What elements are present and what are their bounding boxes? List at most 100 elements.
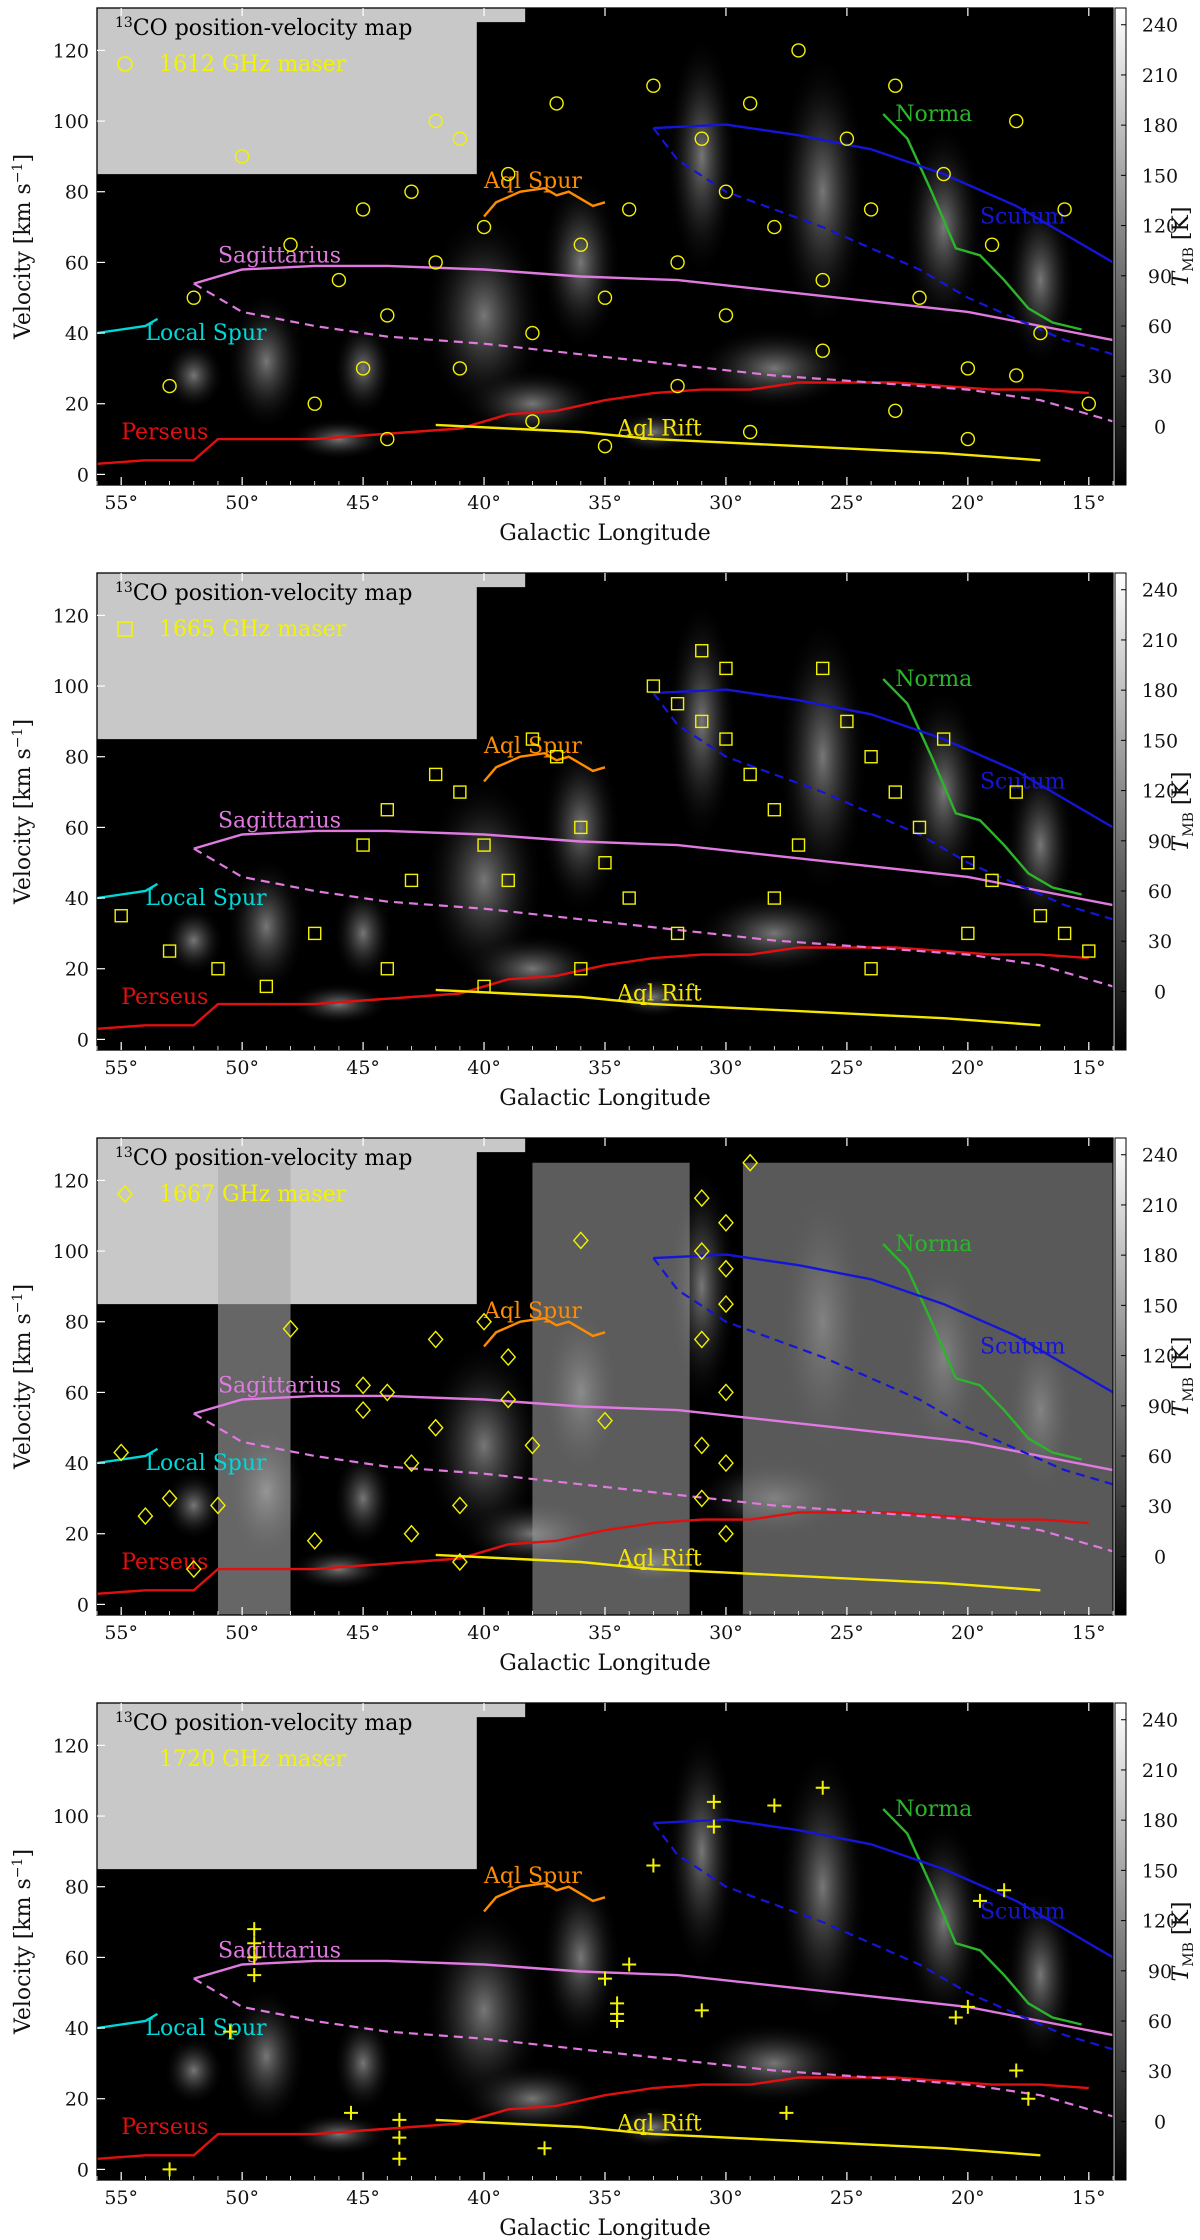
maser-marker	[972, 1893, 987, 1908]
legend-marker	[116, 1184, 134, 1204]
x-tick-label: 25°	[830, 2187, 864, 2209]
maser-marker	[1033, 325, 1048, 341]
maser-marker	[1057, 926, 1072, 941]
maser-marker	[344, 2105, 358, 2120]
maser-marker	[247, 1936, 262, 1951]
maser-marker	[693, 1436, 710, 1455]
arm-label-aql-spur: Aql Spur	[483, 734, 582, 759]
maser-marker	[428, 767, 443, 782]
maser-marker	[693, 1489, 710, 1508]
emission-glow	[903, 122, 984, 333]
maser-marker	[211, 962, 225, 976]
emission-glow	[777, 51, 868, 332]
x-tick-label: 55°	[104, 492, 138, 514]
y-axis-label-end: ]	[11, 154, 36, 163]
maser-marker	[839, 131, 855, 146]
emission-glow	[333, 884, 394, 983]
emission-glow	[462, 368, 603, 439]
maser-marker	[476, 219, 492, 235]
y-tick-label: 60	[65, 252, 89, 274]
emission-glow	[613, 976, 694, 1018]
y-tick-label: 120	[53, 1735, 89, 1757]
maser-marker	[574, 962, 588, 976]
x-tick-label: 35°	[588, 492, 622, 514]
emission-glow	[613, 2106, 694, 2148]
arm-line-aql-spur	[483, 186, 606, 218]
arm-label-scutum: Scutum	[980, 1335, 1066, 1360]
colorbar-label: TMB [K]	[1169, 1337, 1197, 1417]
maser-marker	[1009, 113, 1024, 129]
maser-marker	[767, 803, 782, 817]
y-tick-label: 20	[65, 2089, 89, 2111]
emission-glow	[694, 326, 855, 411]
colorbar-tick-label: 30	[1148, 2061, 1172, 2083]
x-tick-label: 55°	[104, 1057, 138, 1079]
maser-marker	[1081, 396, 1097, 411]
maser-marker	[162, 378, 177, 394]
maser-marker	[791, 43, 806, 58]
arm-label-norma: Norma	[895, 1797, 972, 1822]
maser-marker	[403, 1524, 420, 1543]
maser-marker	[718, 1524, 734, 1543]
x-tick-label: 45°	[346, 1057, 380, 1079]
legend-label: 1720 GHz maser	[159, 1747, 347, 1772]
emission-glow	[540, 1869, 621, 2045]
y-tick-label: 40	[65, 323, 89, 345]
maser-marker	[113, 1443, 130, 1462]
arm-label-norma: Norma	[895, 1232, 972, 1257]
y-axis-label: Velocity [km s−1]	[10, 719, 36, 905]
colorbar-tick-label: 30	[1148, 366, 1172, 388]
colorbar-label-sub: MB	[1181, 1377, 1197, 1402]
colorbar-tick-label: 150	[1142, 730, 1178, 752]
y-axis-label-sup: −1	[10, 1858, 26, 1879]
y-tick-label: 20	[65, 959, 89, 981]
arm-dashed-line-2	[652, 1257, 1114, 1486]
arm-label-perseus: Perseus	[121, 985, 208, 1010]
x-tick-label: 45°	[346, 1622, 380, 1644]
arm-label-local-spur: Local Spur	[145, 321, 267, 346]
panel-title-text: CO position-velocity map	[133, 1146, 413, 1171]
no-data-region	[97, 1703, 526, 1870]
arm-label-scutum: Scutum	[980, 1900, 1066, 1925]
colorbar-tick-label: 210	[1142, 65, 1178, 87]
maser-marker	[597, 290, 613, 305]
maser-marker	[670, 255, 685, 270]
emission-glow	[424, 1340, 545, 1551]
emission-glow	[163, 905, 224, 976]
maser-marker	[815, 1780, 830, 1795]
x-tick-label: 50°	[225, 1622, 259, 1644]
maser-marker	[247, 1922, 262, 1937]
emission-glow	[613, 411, 694, 453]
maser-marker	[404, 184, 419, 199]
maser-marker	[888, 78, 903, 93]
maser-marker	[452, 131, 468, 146]
legend-marker	[117, 56, 133, 72]
emission-glow	[333, 319, 394, 418]
x-tick-label: 35°	[588, 2187, 622, 2209]
panel-title: 13CO position-velocity map	[115, 1710, 412, 1736]
maser-marker	[331, 272, 347, 288]
maser-marker	[816, 661, 830, 676]
maser-marker	[948, 2010, 963, 2025]
y-tick-label: 80	[65, 747, 89, 769]
colorbar-tick-label: 60	[1148, 2011, 1172, 2033]
no-data-region	[97, 8, 526, 175]
maser-marker	[815, 343, 830, 358]
maser-marker	[1009, 785, 1023, 799]
colorbar-label-sub: MB	[1181, 247, 1197, 272]
maser-marker	[1021, 2091, 1036, 2106]
panel-title-sup: 13	[115, 15, 133, 31]
maser-marker	[706, 1819, 721, 1834]
emission-glow	[777, 1746, 868, 2027]
y-axis-label-main: Velocity [km s	[11, 748, 36, 905]
maser-marker	[476, 1312, 492, 1331]
x-tick-label: 15°	[1072, 1622, 1106, 1644]
x-tick-label: 30°	[709, 2187, 743, 2209]
y-axis-label-main: Velocity [km s	[11, 183, 36, 340]
maser-marker	[1057, 202, 1072, 217]
y-tick-label: 20	[65, 1524, 89, 1546]
maser-marker	[936, 166, 951, 182]
y-tick-label: 0	[77, 1029, 89, 1051]
maser-marker	[452, 361, 468, 376]
